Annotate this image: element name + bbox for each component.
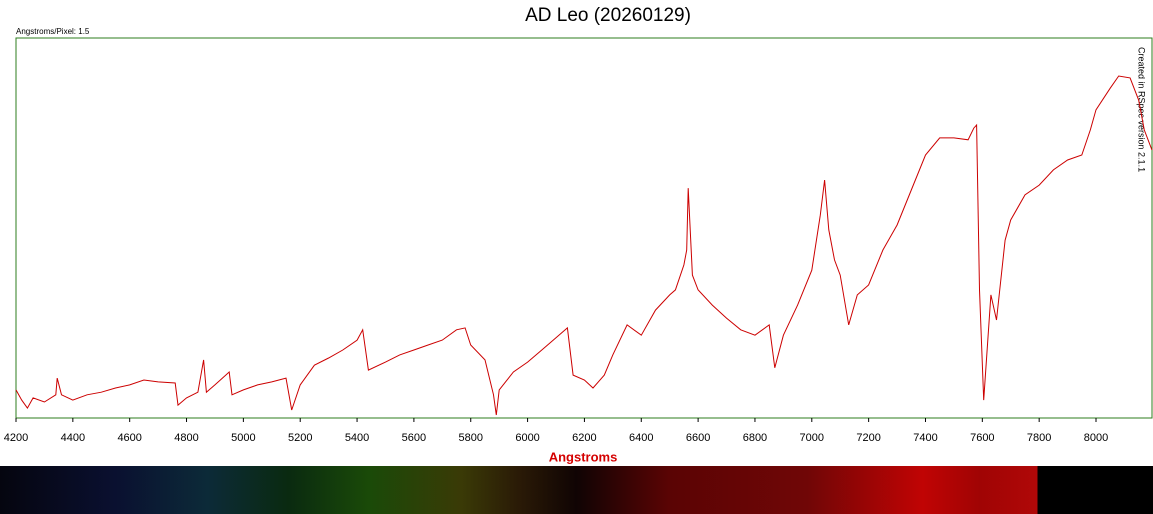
spectrum-line [15,75,1153,416]
x-tick-label: 5200 [288,432,312,444]
x-tick-label: 6600 [686,432,710,444]
annotation: Created in RSpec version 2.1.1 [1137,47,1147,172]
chart-title: AD Leo (20260129) [525,5,691,26]
x-tick-label: 4800 [174,432,198,444]
x-tick-label: 4400 [61,432,85,444]
x-tick-label: 6200 [572,432,596,444]
x-tick-label: 5400 [345,432,369,444]
x-tick-label: 6400 [629,432,653,444]
x-tick-label: 6000 [515,432,539,444]
x-tick-label: 7400 [913,432,937,444]
x-tick-label: 7800 [1027,432,1051,444]
subtitle: Angstroms/Pixel: 1.5 [16,27,90,36]
x-tick-label: 7000 [800,432,824,444]
x-tick-label: 5600 [402,432,426,444]
x-tick-label: 6800 [743,432,767,444]
x-tick-label: 4600 [117,432,141,444]
x-tick-label: 7600 [970,432,994,444]
x-tick-label: 5800 [458,432,482,444]
x-tick-label: 8000 [1084,432,1108,444]
x-tick-label: 5000 [231,432,255,444]
x-axis-label: Angstroms [549,449,618,464]
x-tick-label: 4200 [4,432,28,444]
x-tick-label: 7200 [856,432,880,444]
spectrum-strip [0,466,1153,514]
